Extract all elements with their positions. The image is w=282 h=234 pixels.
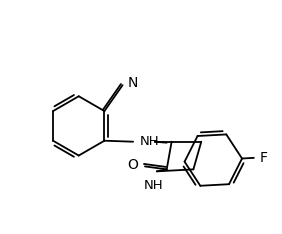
Text: F: F xyxy=(260,151,268,165)
Text: NH: NH xyxy=(140,135,160,148)
Text: N: N xyxy=(127,76,138,90)
Text: NH: NH xyxy=(144,179,164,192)
Text: O: O xyxy=(127,158,138,172)
